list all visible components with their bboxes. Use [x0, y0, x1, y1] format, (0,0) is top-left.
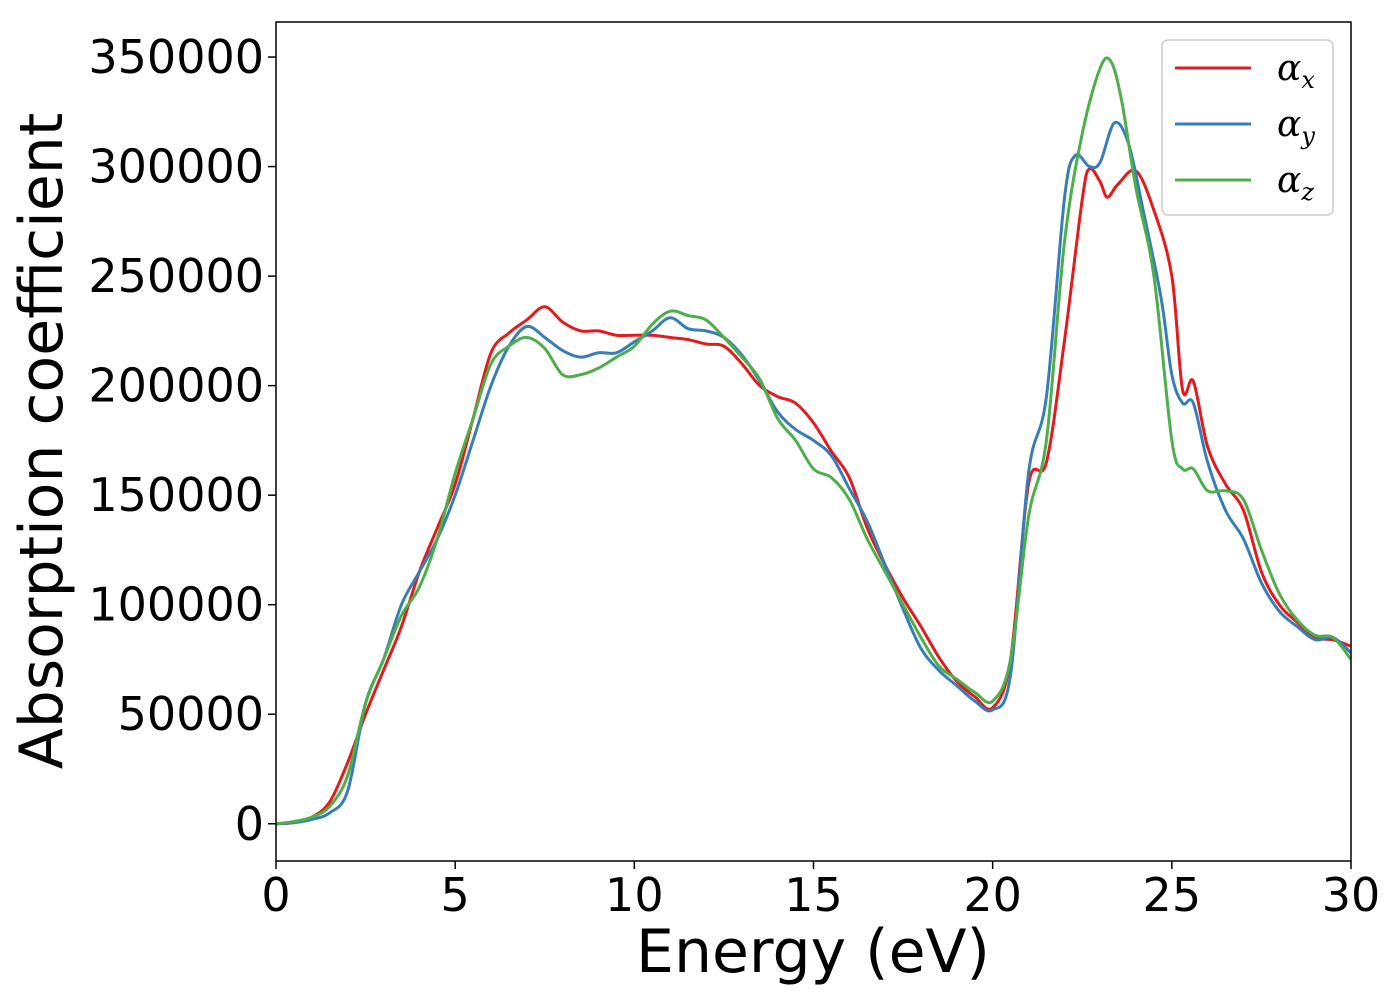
- x-tick-label: 0: [261, 868, 290, 922]
- x-tick-label: 25: [1143, 868, 1202, 922]
- legend: αx αy αz: [1161, 39, 1334, 216]
- y-tick-label: 300000: [88, 140, 264, 194]
- x-tick-label: 5: [441, 868, 470, 922]
- y-tick-label: 100000: [88, 578, 264, 632]
- x-tick-label: 30: [1322, 868, 1381, 922]
- y-tick-label: 200000: [88, 359, 264, 413]
- y-tick-label: 350000: [88, 30, 264, 84]
- series-line-y: [276, 120, 1351, 826]
- y-tick-label: 50000: [118, 687, 264, 741]
- legend-label-y: αy: [1277, 104, 1315, 150]
- legend-label-x: αx: [1277, 48, 1315, 94]
- x-axis: 0 5 10 15 20 25 30: [261, 861, 1380, 922]
- x-axis-label: Energy (eV): [636, 917, 990, 987]
- x-tick-label: 20: [963, 868, 1022, 922]
- legend-label-z: αz: [1277, 160, 1314, 206]
- y-tick-label: 150000: [88, 468, 264, 522]
- y-tick-label: 0: [235, 797, 264, 851]
- y-axis-label: Absorption coefficient: [7, 113, 77, 770]
- series-layer: [276, 56, 1351, 826]
- x-tick-label: 15: [784, 868, 843, 922]
- y-tick-label: 250000: [88, 249, 264, 303]
- series-line-z: [276, 56, 1351, 826]
- y-axis: 0 50000 100000 150000 200000 250000 300000 3500…: [88, 30, 276, 851]
- legend-frame: [1161, 39, 1334, 216]
- x-tick-label: 10: [605, 868, 664, 922]
